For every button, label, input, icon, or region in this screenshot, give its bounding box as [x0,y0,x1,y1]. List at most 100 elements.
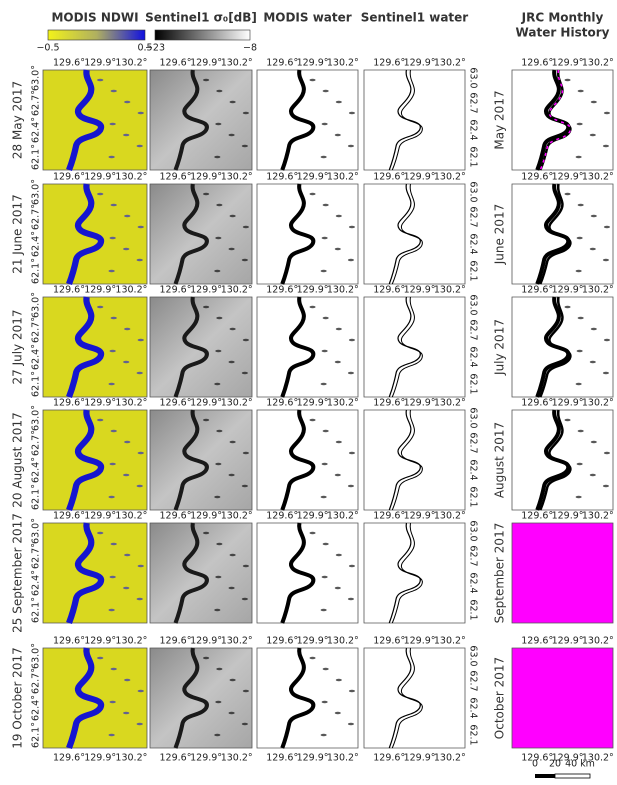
map-layer [309,531,316,535]
lon-tick-label: 129.6° [266,753,298,764]
lon-tick-label: 129.9° [297,58,329,69]
map-layer [335,214,342,218]
map-layer [590,100,597,104]
map-layer [391,183,423,285]
lat-tick-label: 62.4 [468,697,479,718]
map-layer [229,553,236,557]
lon-tick-label: 129.9° [552,398,584,409]
map-layer [109,575,116,579]
map-layer [320,495,327,499]
lon-tick-label: 130.2° [327,398,359,409]
lon-tick-label: 129.9° [84,511,116,522]
lon-tick-label: 129.6° [160,636,192,647]
map-layer [388,409,421,511]
map-layer [229,327,236,331]
map-layer [110,316,117,320]
map-layer [203,192,210,196]
lat-tick-label: 62.1 [468,373,479,394]
map-layer [108,155,115,159]
map-layer [173,647,209,749]
map-layer [347,484,354,488]
map-layer [539,183,572,285]
map-panel [150,296,252,398]
lon-tick-label: 130.2° [115,58,147,69]
map-layer [364,410,465,510]
map-layer [576,349,583,353]
map-layer [590,440,597,444]
map-layer [564,192,571,196]
scale-bar [554,773,591,779]
lon-tick-label: 130.2° [582,172,614,183]
map-layer [590,327,597,331]
column-header: MODIS NDWI [51,11,138,25]
map-layer [110,667,117,671]
map-layer [364,184,465,284]
map-layer [242,689,249,693]
map-layer [347,258,354,262]
map-layer [124,553,131,557]
map-layer [309,78,316,82]
lon-tick-label: 130.2° [115,285,147,296]
map-layer [97,305,104,309]
map-layer [280,183,316,285]
map-layer [242,564,249,568]
map-panel [150,410,252,511]
map-layer [241,144,248,148]
map-layer [66,183,105,286]
lat-tick-label: 63.0° [31,518,42,544]
jrc-month: September 2017 [493,523,507,624]
map-layer [123,133,130,137]
lon-tick-label: 130.2° [221,58,253,69]
map-layer [322,542,329,546]
scale-label: 40 km [565,759,595,770]
lon-tick-label: 129.9° [190,398,222,409]
map-layer [322,203,329,207]
row-date: 25 September 2017 [11,513,25,633]
lon-tick-label: 129.9° [404,511,436,522]
lat-tick-label: 62.4° [31,117,42,143]
lon-tick-label: 129.9° [404,636,436,647]
lon-tick-label: 130.2° [327,172,359,183]
map-layer [280,522,316,624]
lon-tick-label: 129.9° [552,58,584,69]
lat-tick-label: 63.0 [468,294,479,315]
lon-tick-label: 129.9° [84,58,116,69]
map-layer [512,648,613,748]
map-panel [257,409,358,511]
map-panel [512,70,613,171]
lat-tick-label: 63.0 [468,181,479,202]
lon-tick-label: 130.2° [115,753,147,764]
lon-tick-label: 129.6° [160,398,192,409]
map-layer [137,338,144,342]
map-panel [364,523,465,623]
lon-tick-label: 130.2° [434,58,466,69]
map-layer [229,100,236,104]
map-layer [348,689,355,693]
map-layer [335,678,342,682]
map-layer [309,305,316,309]
lat-tick-label: 62.1° [31,484,42,510]
colorbar-label: 0.5 [137,43,152,54]
map-layer [216,429,223,433]
map-layer [589,360,596,364]
map-layer [391,522,423,624]
map-layer [347,722,354,726]
lon-tick-label: 129.9° [552,172,584,183]
map-layer [203,656,210,660]
map-layer [388,647,421,749]
lon-tick-label: 129.9° [297,636,329,647]
lon-tick-label: 129.9° [297,511,329,522]
map-layer [564,78,571,82]
map-layer [364,648,465,748]
map-layer [603,451,610,455]
lon-tick-label: 129.9° [552,285,584,296]
map-layer [280,409,316,511]
row-date: 21 June 2017 [11,194,25,274]
map-layer [173,296,209,398]
map-layer [321,575,328,579]
map-layer [241,258,248,262]
lat-tick-label: 62.4° [31,457,42,483]
lat-tick-label: 63.0° [31,405,42,431]
map-layer [124,327,131,331]
lon-tick-label: 129.6° [266,285,298,296]
